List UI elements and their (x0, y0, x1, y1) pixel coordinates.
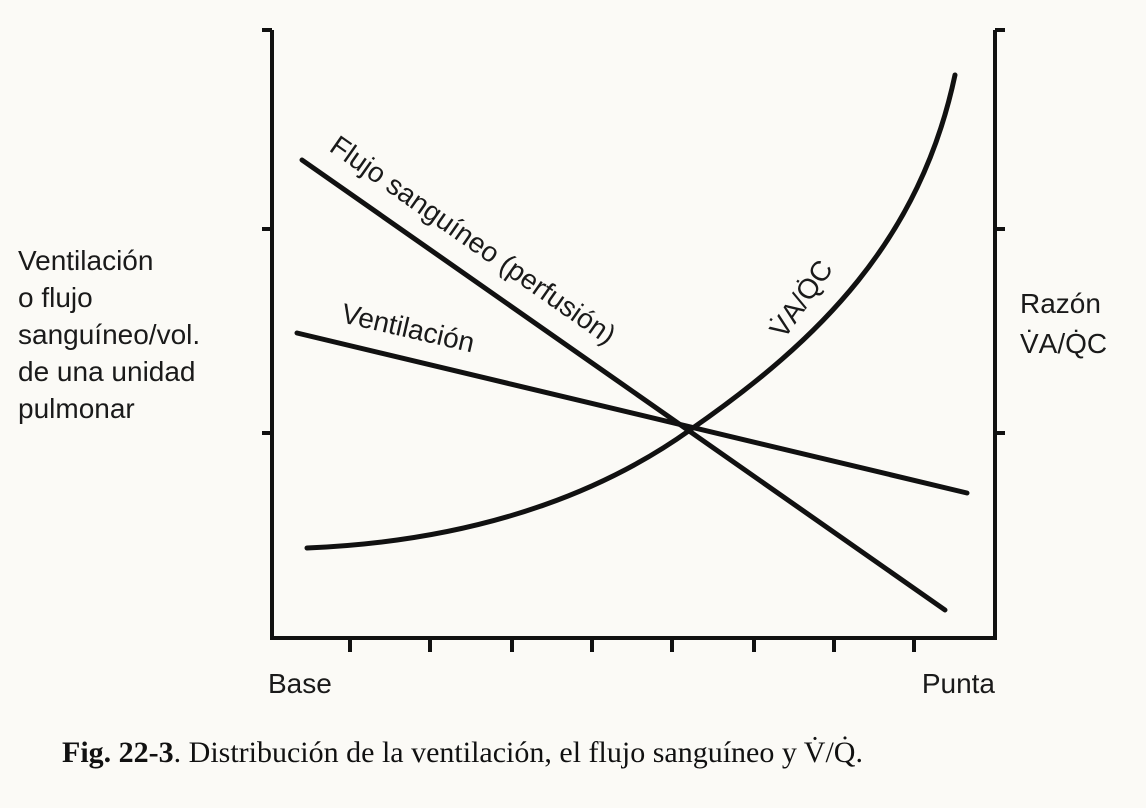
axes (262, 28, 1005, 652)
right-axis-label: Razón V̇A/Q̇C (1020, 288, 1107, 359)
y-ticks (262, 28, 1005, 435)
x-ticks (348, 638, 916, 652)
x-label-punta: Punta (922, 668, 996, 699)
axis-frame (270, 30, 997, 640)
ventilation-curve (294, 330, 970, 496)
axis-label-line: o flujo (18, 282, 93, 313)
axis-label-line: V̇A/Q̇C (1020, 328, 1107, 359)
perfusion-curve (299, 157, 948, 613)
ratio-label: V̇A/Q̇C (764, 254, 839, 343)
left-axis-label: Ventilación o flujo sanguíneo/vol. de un… (18, 245, 200, 424)
axis-label-line: Razón (1020, 288, 1101, 319)
ratio-curve (304, 72, 958, 551)
axis-label-line: pulmonar (18, 393, 135, 424)
caption: Fig. 22-3. Distribución de la ventilació… (62, 735, 863, 769)
axis-label-line: Ventilación (18, 245, 153, 276)
caption-text: . Distribución de la ventilación, el flu… (174, 735, 863, 769)
caption-number: Fig. 22-3 (62, 736, 174, 769)
axis-label-line: de una unidad (18, 356, 196, 387)
axis-label-line: sanguíneo/vol. (18, 319, 200, 350)
x-label-base: Base (268, 668, 332, 699)
